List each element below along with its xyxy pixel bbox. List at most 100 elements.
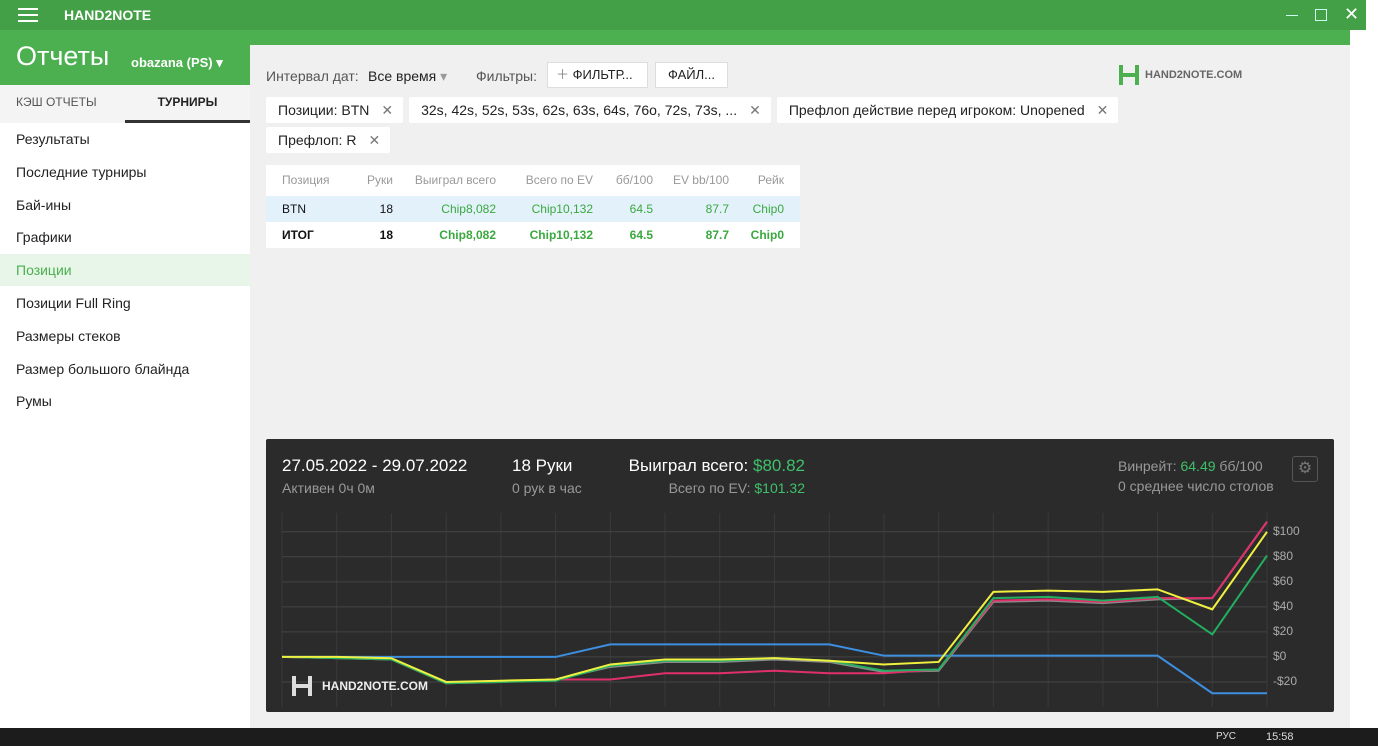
won-label: Выиграл всего: xyxy=(628,456,749,475)
settings-button[interactable]: ⚙ xyxy=(1292,456,1318,482)
table-cell: 87.7 xyxy=(705,228,729,242)
player-name: obazana (PS) xyxy=(131,55,213,70)
table-cell: Chip0 xyxy=(750,228,784,242)
ev-value: $101.32 xyxy=(754,480,805,496)
ev-total: Всего по EV: $101.32 xyxy=(669,480,805,496)
column-header[interactable]: Всего по EV xyxy=(525,173,593,187)
filter-tag-text: Префлоп: R xyxy=(278,132,357,148)
y-tick-label: $100 xyxy=(1273,524,1300,538)
menu-item[interactable]: Размер большого блайнда xyxy=(16,360,190,377)
menu-item[interactable]: Размеры стеков xyxy=(16,327,121,344)
filter-tag-text: 32s, 42s, 52s, 53s, 62s, 63s, 64s, 76o, … xyxy=(421,102,738,118)
summary-panel: 27.05.2022 - 29.07.2022 Активен 0ч 0м 18… xyxy=(266,439,1334,712)
filters-label: Фильтры: xyxy=(476,68,537,84)
taskbar: РУС 15:58 xyxy=(0,728,1378,746)
menu-item[interactable]: Румы xyxy=(16,393,52,410)
menu-item[interactable]: Позиции xyxy=(0,254,250,287)
won-value: $80.82 xyxy=(753,456,805,475)
winrate-unit: бб/100 xyxy=(1219,458,1263,474)
remove-tag[interactable]: ✕ xyxy=(368,132,381,148)
y-tick-label: $0 xyxy=(1273,649,1287,663)
table-row[interactable]: BTN 18 Chip8,082 Chip10,132 64.5 87.7 Chip0 xyxy=(266,196,800,222)
y-tick-label: $80 xyxy=(1273,549,1293,563)
table-cell: Chip8,082 xyxy=(439,228,496,242)
tab[interactable]: КЭШ ОТЧЕТЫ xyxy=(16,95,97,109)
table-header: Позиция Руки Выиграл всего Всего по EV бб/10… xyxy=(266,167,800,193)
winrate-label: Винрейт: xyxy=(1118,458,1177,474)
ev-label: Всего по EV: xyxy=(668,480,751,496)
filter-tag: 32s, 42s, 52s, 53s, 62s, 63s, 64s, 76o, … xyxy=(409,97,771,123)
hands: 18 Руки xyxy=(512,456,573,475)
series-line xyxy=(282,643,1267,695)
minimize[interactable] xyxy=(1286,15,1298,16)
column-header[interactable]: EV bb/100 xyxy=(672,173,729,187)
y-tick-label: -$20 xyxy=(1273,674,1297,688)
remove-tag[interactable]: ✕ xyxy=(381,102,394,118)
app-name: HAND2NOTE xyxy=(64,7,152,23)
menu-item[interactable]: Позиции Full Ring xyxy=(16,295,131,311)
y-tick-label: $40 xyxy=(1273,599,1293,613)
table-cell: 64.5 xyxy=(629,228,653,242)
watermark-logo-mark xyxy=(292,676,312,696)
lang: РУС xyxy=(1216,731,1237,742)
y-tick-label: $20 xyxy=(1273,624,1293,638)
table-cell: ИТОГ xyxy=(282,228,314,242)
table-cell: 18 xyxy=(379,202,393,216)
filter-tags: Позиции: BTN ✕ 32s, 42s, 52s, 53s, 62s, 63… xyxy=(266,97,1126,157)
table-cell: 64.5 xyxy=(629,202,653,216)
table-cell: Chip0 xyxy=(752,202,784,216)
player-select[interactable]: obazana (PS) ▾ xyxy=(131,55,223,70)
watermark: HAND2NOTE.COM xyxy=(322,679,428,693)
table-cell: Chip10,132 xyxy=(529,228,593,242)
winrate: Винрейт: 64.49 бб/100 xyxy=(1118,458,1263,474)
series-line xyxy=(282,531,1268,683)
page-title: Отчеты xyxy=(16,41,110,71)
chart: $100 $80 $60 $40 $20 $0 -$20 HAND2NOTE.COM xyxy=(281,513,1300,707)
menu-item[interactable]: Последние турниры xyxy=(16,163,147,180)
column-header[interactable]: Руки xyxy=(367,173,393,187)
hands-per-hour: 0 рук в час xyxy=(512,480,582,496)
won-total: Выиграл всего: $80.82 xyxy=(629,456,805,476)
close[interactable]: ✕ xyxy=(1344,4,1360,24)
remove-tag[interactable]: ✕ xyxy=(1096,102,1109,118)
filter-button-text: ФИЛЬТР... xyxy=(572,67,633,82)
column-header[interactable]: бб/100 xyxy=(615,173,653,187)
table-cell: Chip8,082 xyxy=(441,202,496,216)
brand-logo xyxy=(1119,65,1139,85)
date-range: 27.05.2022 - 29.07.2022 xyxy=(282,456,468,475)
remove-tag[interactable]: ✕ xyxy=(749,102,761,118)
filter-tag-text: Позиции: BTN xyxy=(278,102,370,118)
tabs: КЭШ ОТЧЕТЫ ТУРНИРЫ xyxy=(0,85,250,123)
interval-select[interactable]: Все время ▾ xyxy=(368,68,448,84)
table-cell: BTN xyxy=(282,202,306,216)
scroll-edge xyxy=(1350,30,1366,728)
column-header[interactable]: Рейк xyxy=(757,173,784,187)
menu-icon[interactable] xyxy=(18,8,38,22)
column-header[interactable]: Позиция xyxy=(282,173,330,187)
title-bar: HAND2NOTE ✕ xyxy=(0,0,1366,30)
file-button[interactable]: ФАЙЛ... xyxy=(655,62,728,88)
clock: 15:58 xyxy=(1266,731,1294,743)
interval-label: Интервал дат: xyxy=(266,68,359,84)
column-header[interactable]: Выиграл всего xyxy=(414,173,496,187)
table-cell: 87.7 xyxy=(705,202,729,216)
table-row[interactable]: ИТОГ 18 Chip8,082 Chip10,132 64.5 87.7 Chip0 xyxy=(266,222,800,248)
menu-item[interactable]: Графики xyxy=(16,229,72,246)
filter-tag-text: Префлоп действие перед игроком: Unopened xyxy=(788,102,1085,118)
maximize[interactable] xyxy=(1315,9,1327,21)
stats-table: Позиция Руки Выиграл всего Всего по EV бб/10… xyxy=(266,165,800,248)
filter-button[interactable]: ＋ ФИЛЬТР... xyxy=(547,62,648,88)
filter-tag: Префлоп действие перед игроком: Unopened… xyxy=(776,97,1119,123)
sidebar: КЭШ ОТЧЕТЫ ТУРНИРЫ Результаты Последние ту… xyxy=(0,85,250,728)
y-tick-label: $60 xyxy=(1273,574,1293,588)
avg-tables: 0 среднее число столов xyxy=(1118,478,1274,494)
table-cell: 18 xyxy=(379,228,393,242)
menu-item[interactable]: Бай-ины xyxy=(16,196,72,213)
filter-tag: Позиции: BTN ✕ xyxy=(266,97,404,123)
menu-item[interactable]: Результаты xyxy=(16,131,90,147)
filter-tag: Префлоп: R ✕ xyxy=(266,127,391,153)
brand: HAND2NOTE.COM xyxy=(1145,69,1243,81)
tab[interactable]: ТУРНИРЫ xyxy=(125,85,250,123)
table-cell: Chip10,132 xyxy=(531,202,593,216)
